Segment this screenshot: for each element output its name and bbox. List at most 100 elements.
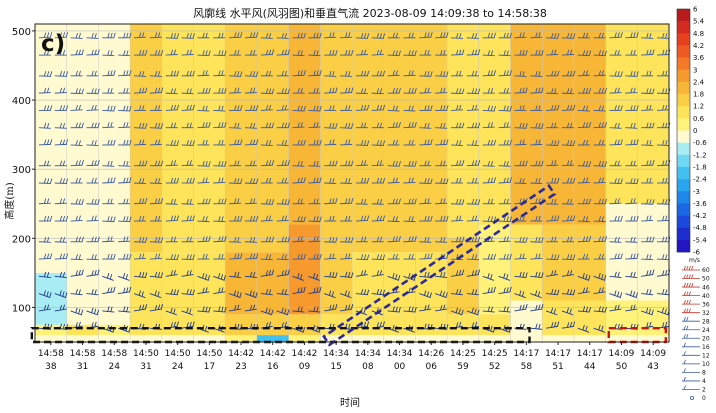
wind-barb (149, 87, 164, 94)
x-tick-label: 14:17 (545, 349, 571, 359)
wind-barb (165, 88, 178, 95)
colorbar-segment (677, 45, 690, 58)
wind-barb (70, 236, 84, 243)
heat-cell (542, 224, 575, 301)
x-tick-label: 14:17 (513, 349, 539, 359)
wind-barb (244, 198, 257, 205)
wind-barb (355, 70, 370, 77)
wind-barb (625, 253, 639, 260)
wind-legend-entry: 16 (682, 342, 710, 351)
wind-barb (276, 104, 289, 111)
wind-barb (308, 216, 322, 223)
wind-barb (371, 104, 386, 111)
wind-barb (244, 253, 259, 260)
wind-barb (229, 215, 243, 222)
heat-cell (288, 224, 321, 315)
wind-barb (213, 32, 226, 39)
wind-barb (134, 215, 147, 222)
colorbar-segment (677, 94, 690, 107)
wind-barb (625, 139, 639, 146)
wind-barb (482, 32, 497, 39)
wind-barb (593, 70, 606, 77)
wind-barb (340, 32, 353, 39)
wind-barb (466, 254, 479, 261)
colorbar-tick-label: -4.2 (693, 212, 707, 220)
wind-barb (324, 198, 338, 205)
wind-barb (340, 122, 354, 129)
heat-cell (637, 24, 670, 204)
wind-barb (641, 70, 654, 77)
wind-barb (498, 88, 511, 94)
wind-barb (451, 122, 465, 129)
wind-barb (371, 177, 386, 184)
wind-barb (625, 178, 639, 185)
wind-barb (324, 253, 337, 260)
colorbar-tick-label: -4.8 (693, 224, 707, 232)
wind-barb (340, 139, 353, 146)
wind-barb (577, 236, 592, 243)
wind-barb (530, 105, 543, 111)
wind-barb (260, 88, 275, 95)
wind-barb (38, 253, 53, 260)
colorbar-tick-label: -6 (693, 249, 701, 257)
wind-barb (609, 271, 622, 278)
wind-barb (530, 122, 544, 129)
wind-legend-entry: 2 (682, 385, 706, 394)
wind-barb (54, 160, 67, 167)
wind-barb (149, 105, 162, 111)
wind-barb (466, 215, 479, 222)
heat-cell (35, 183, 68, 273)
wind-barb (70, 198, 84, 205)
wind-legend-entry: 20 (682, 334, 710, 342)
wind-barb (577, 216, 590, 223)
wind-barb (229, 87, 242, 94)
wind-barb (340, 304, 354, 312)
wind-barb (244, 290, 258, 299)
wind-barb (308, 236, 321, 243)
wind-barb (530, 139, 543, 146)
wind-barb (561, 177, 576, 184)
wind-legend-label: 0 (702, 395, 706, 402)
wind-barb (244, 87, 257, 94)
wind-barb (435, 105, 449, 111)
wind-barb (419, 32, 433, 39)
wind-barb (165, 177, 180, 184)
wind-barb (340, 105, 353, 111)
wind-barb (134, 105, 147, 111)
wind-barb (355, 269, 368, 277)
colorbar-tick-label: -1.8 (693, 163, 707, 171)
wind-barb (498, 139, 512, 146)
wind-barb (355, 198, 368, 205)
wind-barb (38, 178, 53, 185)
heat-cell (35, 324, 68, 336)
wind-barb (38, 105, 53, 111)
wind-barb (102, 236, 115, 243)
wind-barb (324, 178, 337, 185)
wind-barb (118, 50, 131, 57)
wind-barb (102, 198, 115, 205)
heat-cell (352, 335, 385, 342)
wind-barb (530, 215, 543, 222)
wind-barb (419, 139, 433, 146)
wind-barb (244, 271, 257, 278)
wind-barb (419, 178, 433, 185)
wind-barb (546, 49, 559, 56)
heat-cell (193, 335, 226, 342)
wind-barb (229, 160, 242, 167)
wind-barb (641, 307, 654, 316)
wind-barb (403, 253, 416, 260)
wind-barb (625, 160, 638, 167)
wind-barbs (38, 32, 671, 333)
wind-barb (530, 290, 542, 299)
wind-barb (134, 49, 148, 56)
wind-barb (244, 32, 259, 39)
wind-barb (292, 198, 305, 205)
wind-barb (276, 49, 290, 56)
wind-barb (657, 140, 670, 147)
wind-barb (292, 70, 306, 77)
wind-barb (355, 104, 370, 111)
wind-barb (609, 236, 622, 243)
wind-barb (102, 160, 115, 167)
wind-barb (324, 139, 337, 146)
